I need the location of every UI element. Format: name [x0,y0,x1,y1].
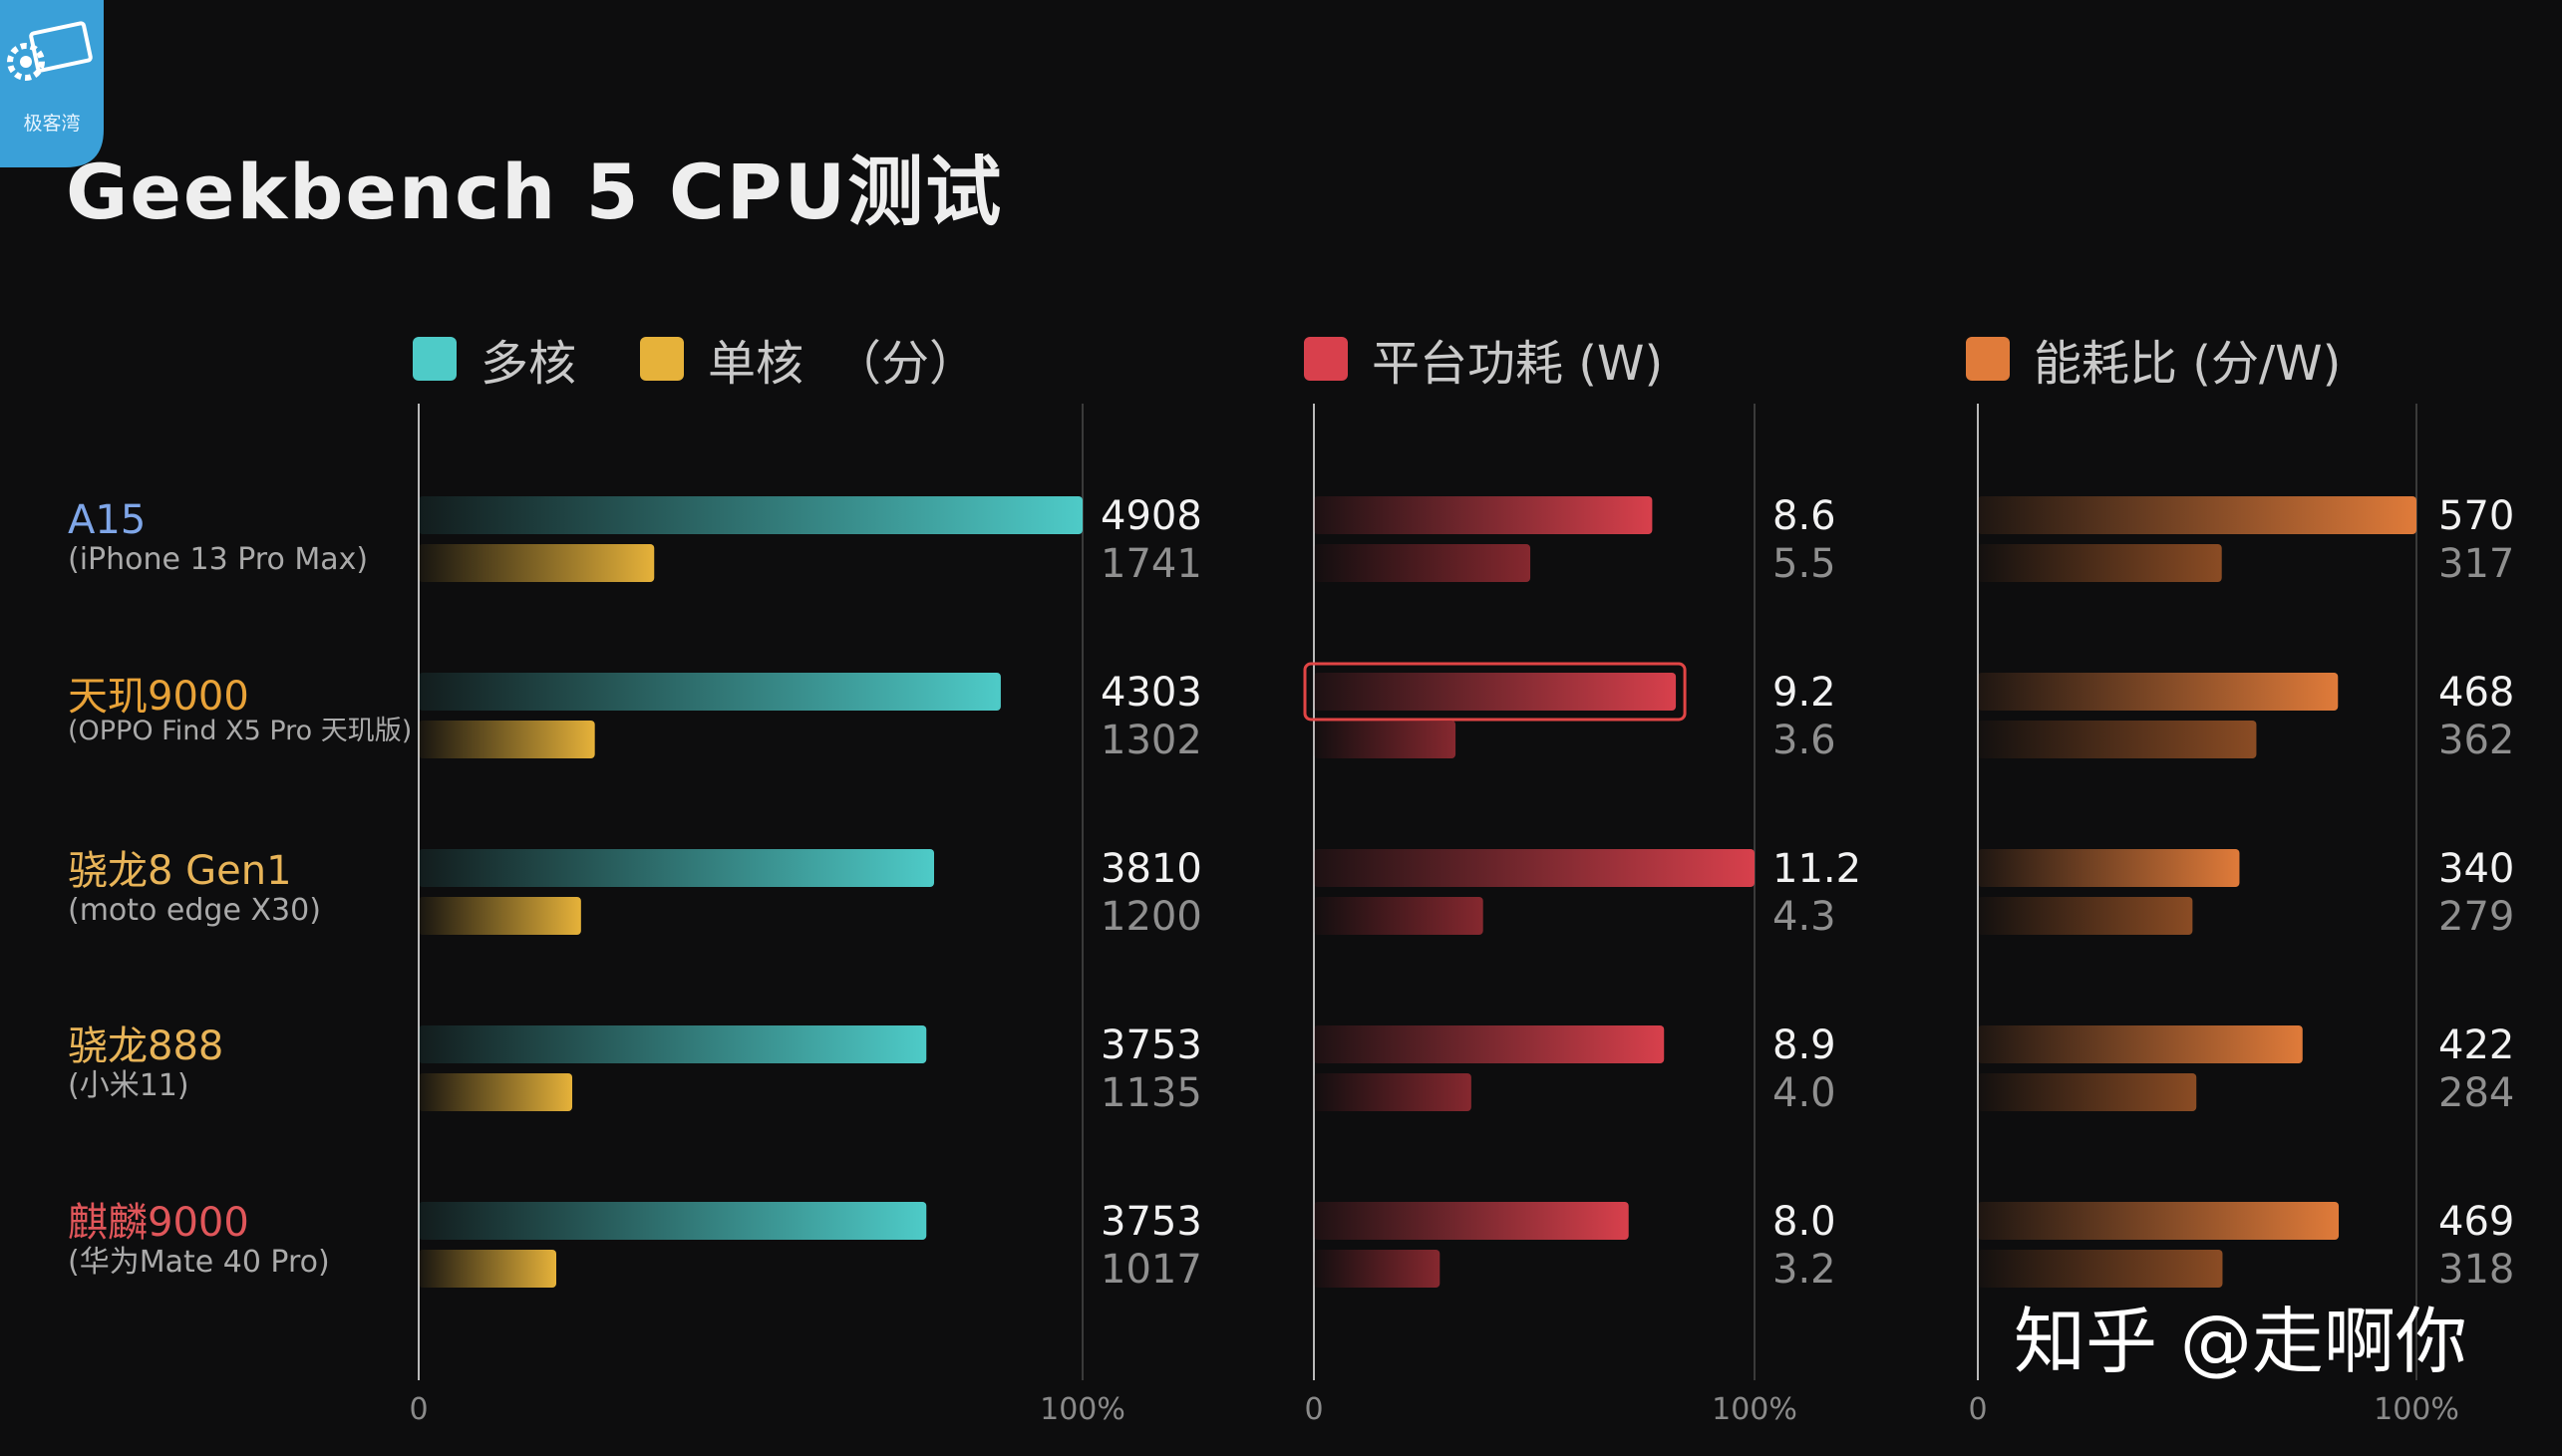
power-bar-s1-c0 [1314,544,1531,582]
scores-bar-s1-c2 [419,897,581,935]
scores-value-label-s0-c1: 4303 [1101,670,1202,716]
scores-value-label-s0-c0: 4908 [1101,493,1202,539]
efficiency-value-label-s1-c0: 317 [2438,541,2514,587]
efficiency-value-label-s0-c0: 570 [2438,493,2514,539]
device-name-snapdragon888: 骁龙888 [68,1023,224,1069]
efficiency-bar-s1-c2 [1978,897,2193,935]
efficiency-value-label-s0-c4: 469 [2438,1199,2514,1245]
device-name-kirin9000: 麒麟9000 [68,1200,249,1246]
efficiency-value-label-s1-c4: 318 [2438,1247,2514,1293]
efficiency-bar-s1-c3 [1978,1073,2197,1111]
scores-bar-s1-c4 [419,1250,557,1288]
scores-bar-s0-c3 [419,1025,927,1063]
legend-power: 平台功耗 (W) [1304,329,1663,392]
power-value-label-s0-c1: 9.2 [1772,670,1836,716]
power-bar-s1-c4 [1314,1250,1441,1288]
power-value-label-s0-c2: 11.2 [1772,846,1861,892]
scores-bar-s1-c0 [419,544,655,582]
efficiency-value-label-s1-c1: 362 [2438,718,2514,763]
logo-text: 极客湾 [23,113,80,135]
efficiency-bar-s0-c3 [1978,1025,2303,1063]
efficiency-value-label-s1-c3: 284 [2438,1070,2514,1116]
scores-value-label-s1-c4: 1017 [1101,1247,1202,1293]
power-value-label-s0-c3: 8.9 [1772,1022,1836,1068]
scores-bar-s0-c4 [419,1202,927,1240]
efficiency-bar-s0-c1 [1978,673,2339,711]
scores-bar-s1-c3 [419,1073,573,1111]
efficiency-bar-s0-c2 [1978,849,2240,887]
scores-bar-s0-c0 [419,496,1083,534]
power-bar-s0-c2 [1314,849,1755,887]
legend-unit-label: （分） [833,336,978,392]
scores-value-label-s0-c4: 3753 [1101,1199,1202,1245]
efficiency-bar-s0-c0 [1978,496,2416,534]
power-bar-s0-c1 [1314,673,1677,711]
efficiency-value-label-s1-c2: 279 [2438,894,2514,940]
efficiency-tick-label-max: 100% [2374,1392,2459,1427]
device-name-a15: A15 [68,497,147,543]
efficiency-value-label-s0-c3: 422 [2438,1022,2514,1068]
power-bar-s0-c0 [1314,496,1653,534]
power-bar-s1-c3 [1314,1073,1471,1111]
efficiency-value-label-s0-c2: 340 [2438,846,2514,892]
legend-singlecore-label: 单核 [708,336,804,392]
device-sub-snapdragon888: (小米11) [68,1068,189,1103]
legend-efficiency: 能耗比 (分/W) [1966,329,2341,392]
scores-tick-label-zero: 0 [409,1392,428,1427]
scores-bar-s0-c1 [419,673,1001,711]
scores-bar-s0-c2 [419,849,935,887]
legend-scores: 多核 单核 （分） [413,329,977,392]
device-sub-snapdragon8gen1: (moto edge X30) [68,893,321,928]
power-tick-label-zero: 0 [1304,1392,1323,1427]
legend-multicore-label: 多核 [480,336,577,392]
power-value-label-s1-c3: 4.0 [1772,1070,1836,1116]
device-sub-a15: (iPhone 13 Pro Max) [68,542,369,577]
device-sub-kirin9000: (华为Mate 40 Pro) [68,1245,330,1280]
scores-value-label-s1-c2: 1200 [1101,894,1202,940]
device-sub-dimensity9000: (OPPO Find X5 Pro 天玑版) [68,716,413,746]
legend-efficiency-label: 能耗比 (分/W) [2034,336,2342,392]
power-value-label-s0-c0: 8.6 [1772,493,1836,539]
efficiency-bar-s0-c4 [1978,1202,2340,1240]
legend-efficiency-swatch [1966,337,2010,381]
device-name-dimensity9000: 天玑9000 [68,674,249,720]
scores-value-label-s0-c3: 3753 [1101,1022,1202,1068]
logo: 极客湾 [0,0,104,167]
page-title: Geekbench 5 CPU测试 [66,147,1004,236]
power-bar-s0-c3 [1314,1025,1665,1063]
efficiency-bar-s1-c0 [1978,544,2222,582]
scores-tick-label-max: 100% [1040,1392,1125,1427]
efficiency-bar-s1-c4 [1978,1250,2223,1288]
scores-value-label-s1-c3: 1135 [1101,1070,1202,1116]
power-value-label-s1-c1: 3.6 [1772,718,1836,763]
legend-singlecore-swatch [640,337,685,381]
scores-value-label-s0-c2: 3810 [1101,846,1202,892]
scores-value-label-s1-c0: 1741 [1101,541,1202,587]
power-highlight-box [1303,662,1687,722]
legend-power-label: 平台功耗 (W) [1372,336,1664,392]
power-value-label-s1-c0: 5.5 [1772,541,1836,587]
power-value-label-s1-c4: 3.2 [1772,1247,1836,1293]
efficiency-tick-label-zero: 0 [1968,1392,1987,1427]
power-value-label-s1-c2: 4.3 [1772,894,1836,940]
power-value-label-s0-c4: 8.0 [1772,1199,1836,1245]
device-name-snapdragon8gen1: 骁龙8 Gen1 [68,848,292,894]
scores-value-label-s1-c1: 1302 [1101,718,1202,763]
power-bar-s0-c4 [1314,1202,1629,1240]
legend-power-swatch [1304,337,1348,381]
power-tick-label-max: 100% [1712,1392,1797,1427]
gear-chip-icon [7,21,93,81]
efficiency-bar-s1-c1 [1978,721,2257,758]
watermark: 知乎 @走啊你 [2014,1300,2467,1383]
power-bar-s1-c2 [1314,897,1483,935]
scores-bar-s1-c1 [419,721,595,758]
legend-multicore-swatch [413,337,457,381]
efficiency-value-label-s0-c1: 468 [2438,670,2514,716]
power-bar-s1-c1 [1314,721,1456,758]
